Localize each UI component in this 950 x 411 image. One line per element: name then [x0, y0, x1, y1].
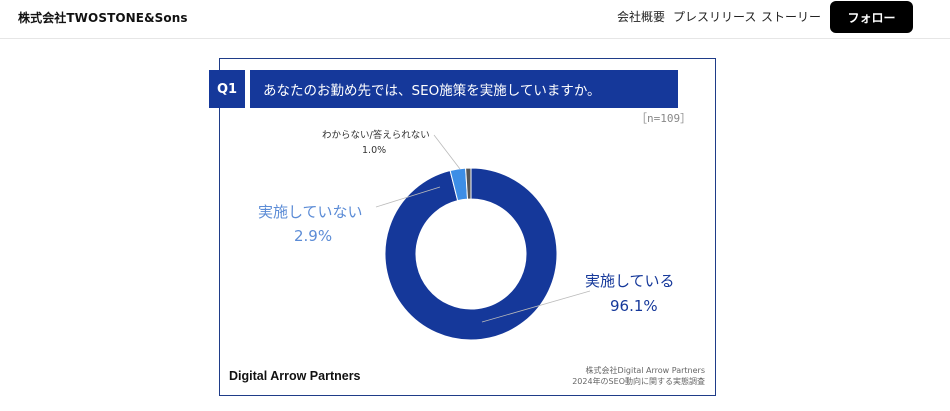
label-unknown-value: 1.0% — [362, 145, 387, 156]
question-title: あなたのお勤め先では、SEO施策を実施していますか。 — [250, 70, 678, 108]
label-not-implemented-value: 2.9% — [294, 227, 333, 245]
source-survey: 2024年のSEO動向に関する実態調査 — [572, 377, 705, 386]
top-header: 株式会社TWOSTONE&Sons 会社概要 プレスリリース ストーリー フォロ… — [0, 0, 950, 39]
slice-implemented — [384, 167, 558, 341]
nav-story[interactable]: ストーリー — [761, 10, 822, 24]
sample-size: ［n=109］ — [636, 112, 692, 125]
nav-company-overview[interactable]: 会社概要 — [617, 10, 666, 24]
survey-chart-card: Q1 あなたのお勤め先では、SEO施策を実施していますか。 ［n=109］ わか… — [209, 58, 716, 396]
donut-chart — [375, 134, 591, 341]
leader-line-not-implemented — [375, 186, 441, 208]
source-note: 株式会社Digital Arrow Partners 2024年のSEO動向に関… — [572, 365, 705, 387]
question-number: Q1 — [209, 70, 245, 108]
label-implemented-name: 実施している — [585, 272, 675, 290]
follow-button[interactable]: フォロー — [830, 1, 913, 33]
leader-line-implemented — [481, 290, 591, 323]
slice-unknown — [465, 167, 472, 200]
company-name[interactable]: 株式会社TWOSTONE&Sons — [18, 11, 188, 25]
label-unknown-name: わからない/答えられない — [322, 130, 430, 141]
source-company: 株式会社Digital Arrow Partners — [585, 366, 705, 375]
leader-line-unknown — [433, 134, 461, 170]
label-implemented-value: 96.1% — [610, 297, 658, 315]
label-not-implemented-name: 実施していない — [258, 203, 363, 221]
brand-logo: Digital Arrow Partners — [229, 369, 361, 383]
nav-press-release[interactable]: プレスリリース — [673, 10, 757, 24]
